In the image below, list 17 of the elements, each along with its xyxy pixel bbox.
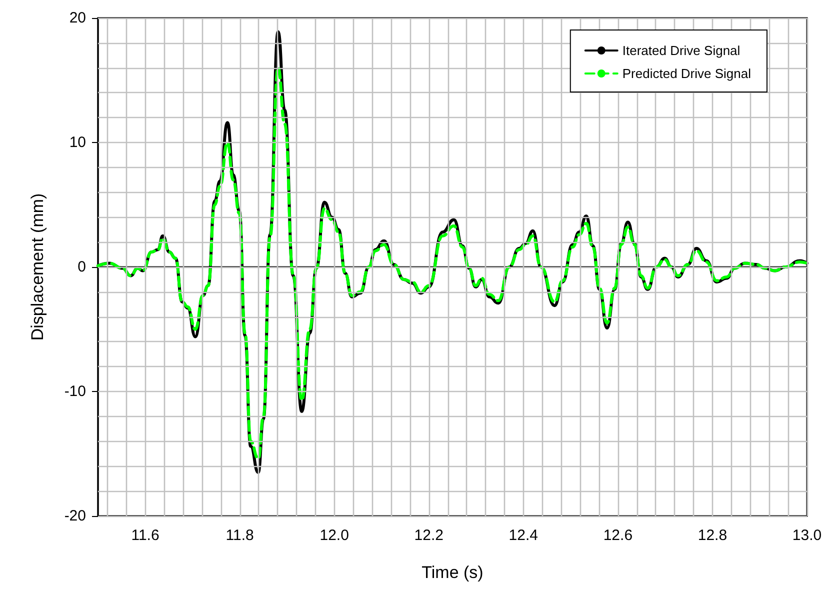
x-tick-label: 12.4 (508, 527, 538, 544)
legend-label: Iterated Drive Signal (622, 43, 740, 58)
x-tick-label: 12.2 (414, 527, 444, 544)
x-tick-label: 11.8 (226, 527, 254, 544)
x-tick-label: 12.8 (698, 527, 728, 544)
x-tick-label: 12.6 (603, 527, 633, 544)
y-tick-label: 20 (69, 10, 86, 26)
y-tick-label: -20 (64, 508, 86, 524)
x-tick-label: 12.0 (320, 527, 349, 544)
y-tick-label: 0 (78, 258, 86, 276)
x-tick-label: 11.6 (131, 527, 160, 544)
y-tick-label: -10 (64, 383, 86, 400)
legend-label: Predicted Drive Signal (622, 66, 752, 81)
x-axis-title: Time (s) (422, 563, 484, 582)
y-axis-title: Displacement (mm) (28, 193, 47, 341)
y-tick-label: 10 (69, 134, 86, 151)
x-tick-label: 13.0 (792, 527, 822, 544)
